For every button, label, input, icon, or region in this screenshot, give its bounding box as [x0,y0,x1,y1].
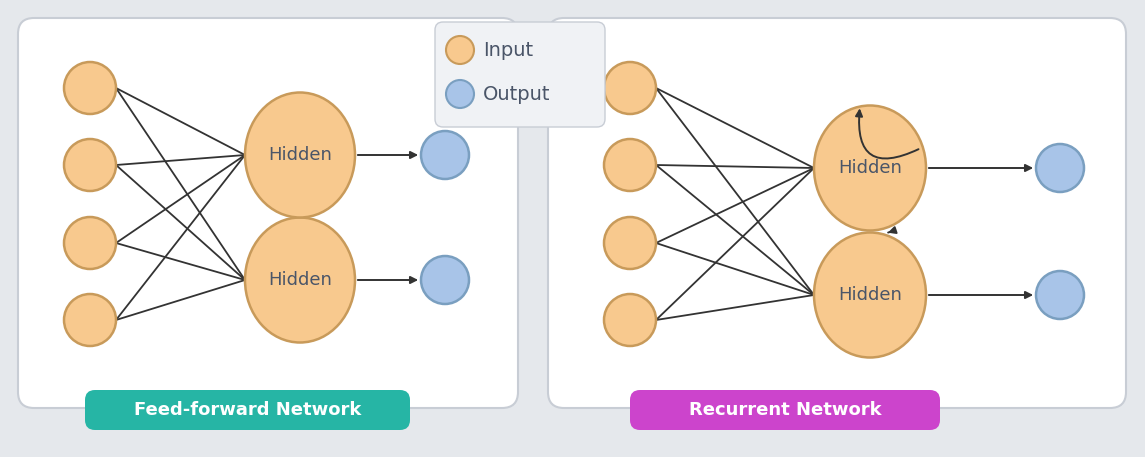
Text: Hidden: Hidden [838,286,902,304]
FancyBboxPatch shape [548,18,1126,408]
Circle shape [64,62,116,114]
Text: Output: Output [483,85,551,103]
Ellipse shape [814,233,926,357]
FancyBboxPatch shape [630,390,940,430]
Circle shape [64,294,116,346]
Circle shape [1036,271,1084,319]
FancyBboxPatch shape [18,18,518,408]
Circle shape [447,80,474,108]
Ellipse shape [245,218,355,342]
Text: Feed-forward Network: Feed-forward Network [134,401,361,419]
Text: Hidden: Hidden [268,271,332,289]
Text: Input: Input [483,41,534,59]
Ellipse shape [814,106,926,230]
FancyBboxPatch shape [435,22,605,127]
Circle shape [421,256,469,304]
Text: Hidden: Hidden [268,146,332,164]
Circle shape [421,131,469,179]
Text: Recurrent Network: Recurrent Network [688,401,882,419]
Ellipse shape [245,92,355,218]
FancyBboxPatch shape [85,390,410,430]
Circle shape [1036,144,1084,192]
Circle shape [447,36,474,64]
Circle shape [64,139,116,191]
Text: Hidden: Hidden [838,159,902,177]
Circle shape [605,139,656,191]
Circle shape [64,217,116,269]
Circle shape [605,62,656,114]
Circle shape [605,294,656,346]
Circle shape [605,217,656,269]
